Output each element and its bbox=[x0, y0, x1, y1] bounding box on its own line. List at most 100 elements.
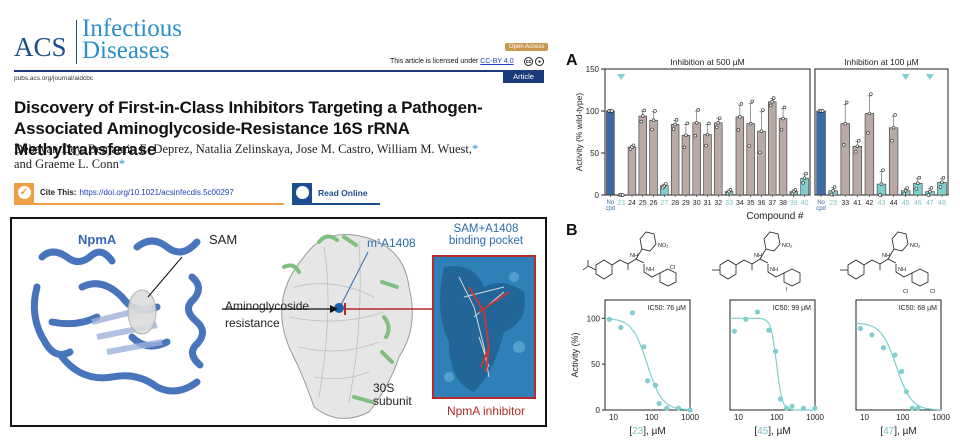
svg-text:NH: NH bbox=[882, 253, 890, 259]
svg-text:NO₂: NO₂ bbox=[658, 243, 668, 249]
cc-icon: cc bbox=[524, 57, 533, 66]
svg-text:39: 39 bbox=[790, 200, 798, 207]
corresponding-star[interactable]: * bbox=[472, 142, 479, 156]
pocket-surface bbox=[434, 257, 534, 397]
svg-text:25: 25 bbox=[639, 200, 647, 207]
structure-47 bbox=[840, 231, 929, 287]
svg-text:Activity (% wild-type): Activity (% wild-type) bbox=[574, 93, 584, 172]
logo-acs: ACS bbox=[14, 32, 67, 62]
svg-text:46: 46 bbox=[914, 200, 922, 207]
panel-a-letter: A bbox=[566, 52, 578, 69]
svg-text:30: 30 bbox=[693, 200, 701, 207]
svg-text:37: 37 bbox=[768, 200, 776, 207]
30s-ribosome-structure bbox=[281, 234, 413, 419]
by-icon: ● bbox=[535, 57, 544, 66]
binding-pocket-view bbox=[432, 255, 536, 399]
svg-text:100: 100 bbox=[586, 107, 600, 116]
svg-text:[45], µM: [45], µM bbox=[754, 426, 790, 437]
svg-text:40: 40 bbox=[801, 200, 809, 207]
author-list: Debayan Dey, Benjamin E. Deprez, Natalia… bbox=[14, 142, 534, 172]
svg-text:23: 23 bbox=[829, 200, 837, 207]
logo-divider bbox=[76, 20, 77, 64]
svg-text:42: 42 bbox=[866, 200, 874, 207]
svg-text:10: 10 bbox=[860, 413, 869, 422]
svg-text:32: 32 bbox=[714, 200, 722, 207]
corresponding-star[interactable]: * bbox=[118, 157, 126, 171]
open-access-badge: Open Access bbox=[505, 43, 549, 51]
svg-text:28: 28 bbox=[671, 200, 679, 207]
bar-chart-inhibition: 0 50 100 150 Activity (% wild-type) Inhibitio… bbox=[574, 57, 949, 222]
svg-text:NO₂: NO₂ bbox=[782, 243, 792, 249]
svg-text:100: 100 bbox=[896, 413, 910, 422]
doi-link[interactable]: https://doi.org/10.1021/acsinfecdis.5c00… bbox=[79, 188, 234, 197]
svg-text:Cl: Cl bbox=[930, 289, 935, 295]
logo-journal-line2: Diseases bbox=[82, 37, 170, 64]
license-text: This article is licensed under CC-BY 4.0 bbox=[390, 58, 514, 65]
toc-graphic: NpmA SAM m¹A1408 Aminoglycoside resistan… bbox=[10, 217, 547, 427]
svg-text:IC50: 68 µM: IC50: 68 µM bbox=[899, 305, 937, 312]
resistance-arrow bbox=[222, 305, 338, 313]
svg-text:IC50: 99 µM: IC50: 99 µM bbox=[773, 305, 811, 312]
authors-line2[interactable]: and Graeme L. Conn bbox=[14, 157, 119, 171]
subunit-line2: subunit bbox=[373, 394, 412, 408]
svg-text:100: 100 bbox=[587, 314, 601, 323]
30s-subunit-label: 30S subunit bbox=[373, 382, 412, 408]
svg-text:23: 23 bbox=[617, 200, 625, 207]
svg-text:0: 0 bbox=[595, 191, 600, 200]
pocket-title-line2: binding pocket bbox=[448, 235, 524, 247]
svg-text:100: 100 bbox=[770, 413, 784, 422]
svg-text:Cl: Cl bbox=[670, 265, 675, 271]
cite-label: Cite This: bbox=[40, 188, 77, 197]
dose-response-panels: NO₂ NO₂ NO₂ Cl I Cl Cl NH NH NH NH NH NH IC50: 7… bbox=[570, 231, 950, 437]
svg-text:36: 36 bbox=[758, 200, 766, 207]
svg-text:Inhibition at 100 µM: Inhibition at 100 µM bbox=[844, 57, 918, 67]
svg-text:41: 41 bbox=[853, 200, 861, 207]
svg-text:33: 33 bbox=[725, 200, 733, 207]
m1a1408-label: m¹A1408 bbox=[367, 236, 416, 250]
svg-text:24: 24 bbox=[628, 200, 636, 207]
panel-b-letter: B bbox=[566, 222, 578, 239]
svg-text:10: 10 bbox=[609, 413, 618, 422]
svg-text:Activity (%): Activity (%) bbox=[570, 332, 580, 377]
svg-text:NH: NH bbox=[898, 267, 906, 273]
svg-text:10: 10 bbox=[734, 413, 743, 422]
svg-text:NH: NH bbox=[630, 253, 638, 259]
article-type-tag: Article bbox=[503, 71, 544, 83]
svg-text:[23], µM: [23], µM bbox=[629, 426, 665, 437]
svg-text:33: 33 bbox=[841, 200, 849, 207]
svg-text:29: 29 bbox=[682, 200, 690, 207]
cite-this-bar[interactable]: ✓ Cite This: https://doi.org/10.1021/acs… bbox=[14, 182, 284, 205]
logo-journal-name: Infectious Diseases bbox=[82, 15, 182, 64]
svg-text:35: 35 bbox=[747, 200, 755, 207]
svg-text:1000: 1000 bbox=[932, 413, 950, 422]
svg-text:27: 27 bbox=[660, 200, 668, 207]
svg-text:NH: NH bbox=[770, 267, 778, 273]
svg-text:No: No bbox=[817, 200, 825, 206]
license-link[interactable]: CC-BY 4.0 bbox=[480, 58, 514, 65]
structure-23 bbox=[582, 231, 677, 287]
svg-text:50: 50 bbox=[591, 360, 600, 369]
svg-text:I: I bbox=[786, 287, 788, 293]
npma-label: NpmA bbox=[78, 232, 117, 247]
svg-text:150: 150 bbox=[586, 65, 600, 74]
svg-text:100: 100 bbox=[645, 413, 659, 422]
arrow-label-line2: resistance bbox=[225, 316, 280, 330]
svg-text:NH: NH bbox=[754, 253, 762, 259]
checkmark-icon: ✓ bbox=[14, 182, 34, 203]
svg-text:Inhibition at 500 µM: Inhibition at 500 µM bbox=[670, 57, 744, 67]
read-online-button[interactable]: Read Online bbox=[292, 182, 380, 205]
svg-text:38: 38 bbox=[779, 200, 787, 207]
header-rule bbox=[14, 70, 544, 72]
svg-text:No: No bbox=[607, 200, 615, 206]
journal-url[interactable]: pubs.acs.org/journal/aidcbc bbox=[14, 75, 94, 82]
cc-icons: cc ● bbox=[524, 57, 544, 66]
svg-text:IC50: 76 µM: IC50: 76 µM bbox=[648, 305, 686, 312]
sam-label: SAM bbox=[209, 232, 238, 247]
svg-text:45: 45 bbox=[902, 200, 910, 207]
logo-journal-line1: Infectious bbox=[82, 15, 182, 42]
read-online-label: Read Online bbox=[318, 187, 368, 198]
license-label: This article is licensed under bbox=[390, 58, 481, 65]
svg-text:0: 0 bbox=[596, 406, 601, 415]
a1408-site bbox=[334, 303, 344, 313]
authors-line1[interactable]: Debayan Dey, Benjamin E. Deprez, Natalia… bbox=[14, 142, 473, 156]
